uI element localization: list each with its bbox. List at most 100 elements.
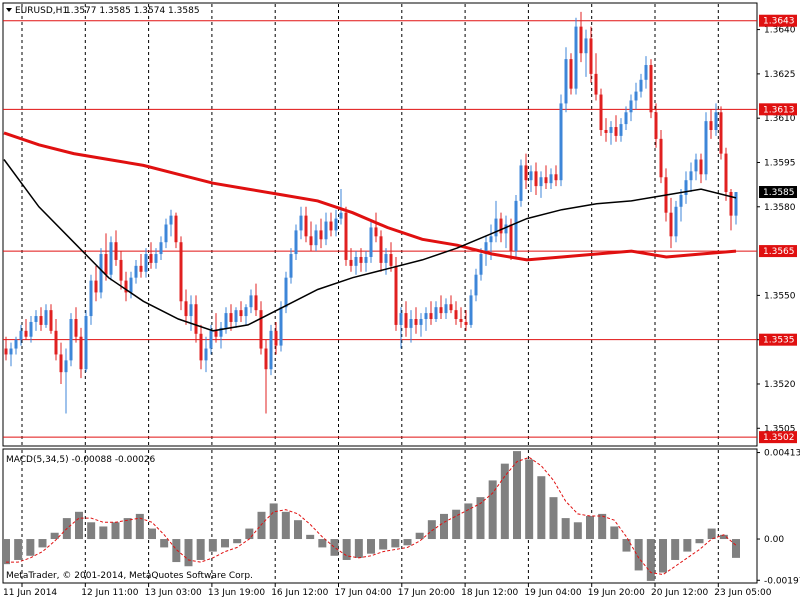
macd-bar	[342, 539, 351, 560]
macd-bar	[659, 539, 667, 573]
macd-bar	[14, 539, 23, 560]
candle-body	[634, 91, 638, 101]
macd-bar	[148, 528, 156, 540]
candle-body	[314, 230, 318, 246]
time-label: 17 Jun 20:00	[398, 588, 455, 598]
candle-body	[629, 100, 633, 113]
candle-body	[159, 242, 163, 255]
time-label: 13 Jun 19:00	[208, 588, 265, 598]
candle-body	[724, 153, 728, 193]
candle-body	[544, 177, 548, 184]
candle-body	[429, 313, 433, 320]
macd-bar	[257, 511, 266, 540]
candle-body	[554, 174, 558, 181]
macd-bar	[707, 528, 716, 540]
candle-body	[309, 236, 313, 246]
macd-bar	[488, 480, 497, 540]
macd-bar	[683, 539, 692, 552]
candle-body	[219, 327, 223, 337]
candle-body	[524, 165, 528, 181]
candle-body	[529, 171, 533, 181]
candle-body	[379, 236, 383, 263]
candle-body	[209, 330, 213, 349]
candle-body	[319, 230, 323, 240]
time-label: 13 Jun 03:00	[145, 588, 202, 598]
candle-body	[89, 280, 93, 317]
macd-indicator	[2, 451, 740, 581]
macd-bar	[135, 513, 144, 540]
time-label: 19 Jun 04:00	[524, 588, 581, 598]
candle-body	[669, 212, 673, 237]
candle-body	[394, 265, 398, 325]
candle-body	[644, 65, 648, 80]
candle-body	[699, 159, 703, 175]
candle-body	[324, 221, 328, 240]
candle-body	[279, 307, 283, 346]
candle-body	[684, 180, 688, 195]
macd-bar	[123, 518, 132, 540]
macd-bar	[50, 532, 59, 540]
level-tag-label: 1.3535	[763, 336, 795, 346]
price-tick-label: 1.3610	[764, 114, 796, 124]
macd-bar	[184, 539, 193, 567]
candle-body	[504, 224, 508, 234]
level-tag	[759, 245, 797, 258]
moving-averages	[3, 131, 737, 332]
macd-bar	[476, 497, 485, 540]
level-tag	[759, 333, 797, 346]
candle-body	[619, 124, 623, 136]
candle-body	[734, 192, 738, 216]
candle-body	[274, 330, 278, 346]
macd-bar	[2, 539, 10, 565]
slow-ma-line	[3, 131, 737, 262]
macd-bar	[598, 513, 607, 540]
price-tick-label: 1.3580	[764, 203, 796, 213]
candle-body	[549, 174, 553, 184]
candle-body	[419, 319, 423, 325]
price-tick-label: 1.3640	[764, 26, 796, 36]
time-label: 23 Jun 05:00	[714, 588, 771, 598]
candle-body	[234, 310, 238, 322]
candle-body	[579, 26, 583, 54]
candle-body	[29, 321, 33, 337]
candle-body	[729, 192, 733, 216]
macd-bar	[281, 511, 290, 540]
macd-bar	[221, 539, 229, 548]
candle-body	[499, 218, 503, 234]
candle-body	[164, 224, 168, 243]
candle-body	[569, 59, 573, 89]
candle-body	[589, 38, 593, 74]
macd-bar	[208, 539, 217, 552]
candle-body	[534, 171, 538, 187]
candle-body	[289, 254, 293, 278]
time-label: 11 Jun 2014	[3, 588, 57, 598]
level-tag	[759, 14, 797, 27]
candle-body	[64, 360, 68, 373]
candle-body	[244, 307, 248, 317]
ohlc-values: 1.3577 1.3585 1.3574 1.3585	[65, 6, 200, 16]
macd-bar	[391, 539, 400, 548]
macd-bar	[732, 539, 740, 558]
macd-bar	[172, 539, 181, 563]
candle-body	[449, 304, 453, 311]
candle-body	[174, 215, 178, 243]
candle-body	[399, 313, 403, 325]
candle-body	[14, 339, 18, 349]
candle-body	[574, 26, 578, 89]
collapse-triangle-icon[interactable]	[6, 8, 12, 12]
macd-bar	[75, 511, 83, 540]
candle-body	[374, 227, 378, 237]
macd-bar	[160, 539, 169, 548]
macd-bar	[415, 532, 424, 540]
candle-body	[269, 330, 273, 370]
current-price-label: 1.3585	[763, 188, 795, 198]
candle-body	[679, 194, 683, 207]
price-tick-label: 1.3550	[764, 291, 796, 301]
macd-bar	[537, 476, 546, 540]
candle-body	[584, 38, 588, 54]
candle-body	[424, 313, 428, 320]
candle-body	[124, 280, 128, 293]
candle-body	[594, 73, 598, 95]
candle-body	[4, 348, 8, 355]
